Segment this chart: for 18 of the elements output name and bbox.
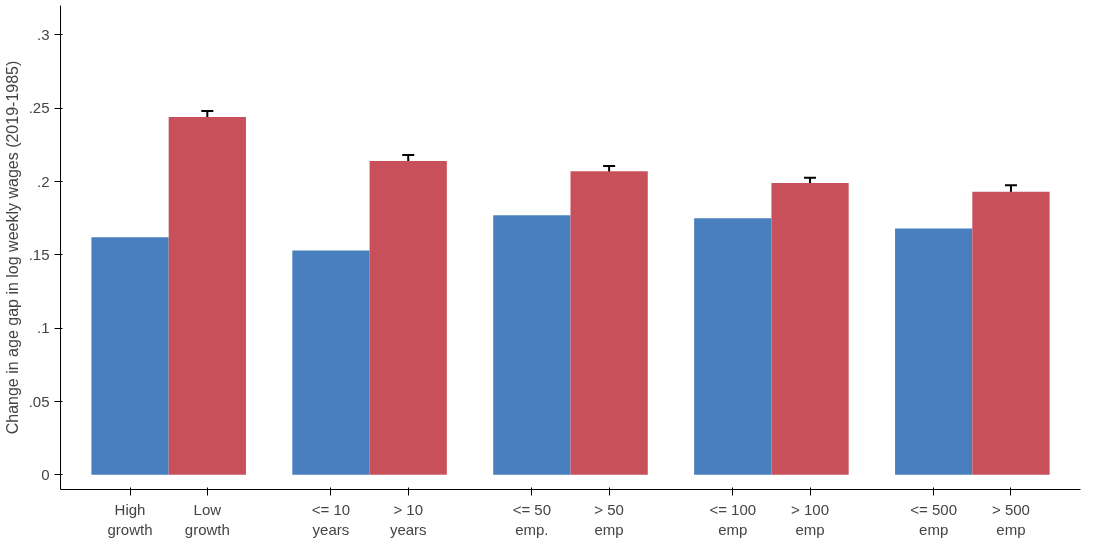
- y-tick-label: .15: [28, 245, 50, 263]
- y-axis-title: Change in age gap in log weekly wages (2019-1985): [3, 60, 21, 435]
- y-tick-label: .2: [36, 172, 50, 190]
- x-tick-label: <= 500 emp: [910, 500, 958, 538]
- x-tick-label: > 10 years: [389, 500, 427, 538]
- x-tick-label: <= 50 emp.: [512, 500, 552, 538]
- y-tick-label: .1: [36, 319, 50, 337]
- y-tick-label: 0: [41, 465, 50, 483]
- y-tick-label: .3: [36, 25, 50, 43]
- x-tick-label: > 100 emp: [791, 500, 830, 538]
- x-tick-label: <= 100 emp: [709, 500, 757, 538]
- y-tick-label: .05: [28, 392, 50, 410]
- x-tick-label: > 50 emp: [594, 500, 624, 538]
- x-tick-label: > 500 emp: [991, 500, 1030, 538]
- y-tick-label: .25: [28, 99, 50, 117]
- x-tick-label: High growth: [107, 500, 153, 538]
- x-tick-label: Low growth: [184, 500, 230, 538]
- x-tick-label: <= 10 years: [311, 500, 351, 538]
